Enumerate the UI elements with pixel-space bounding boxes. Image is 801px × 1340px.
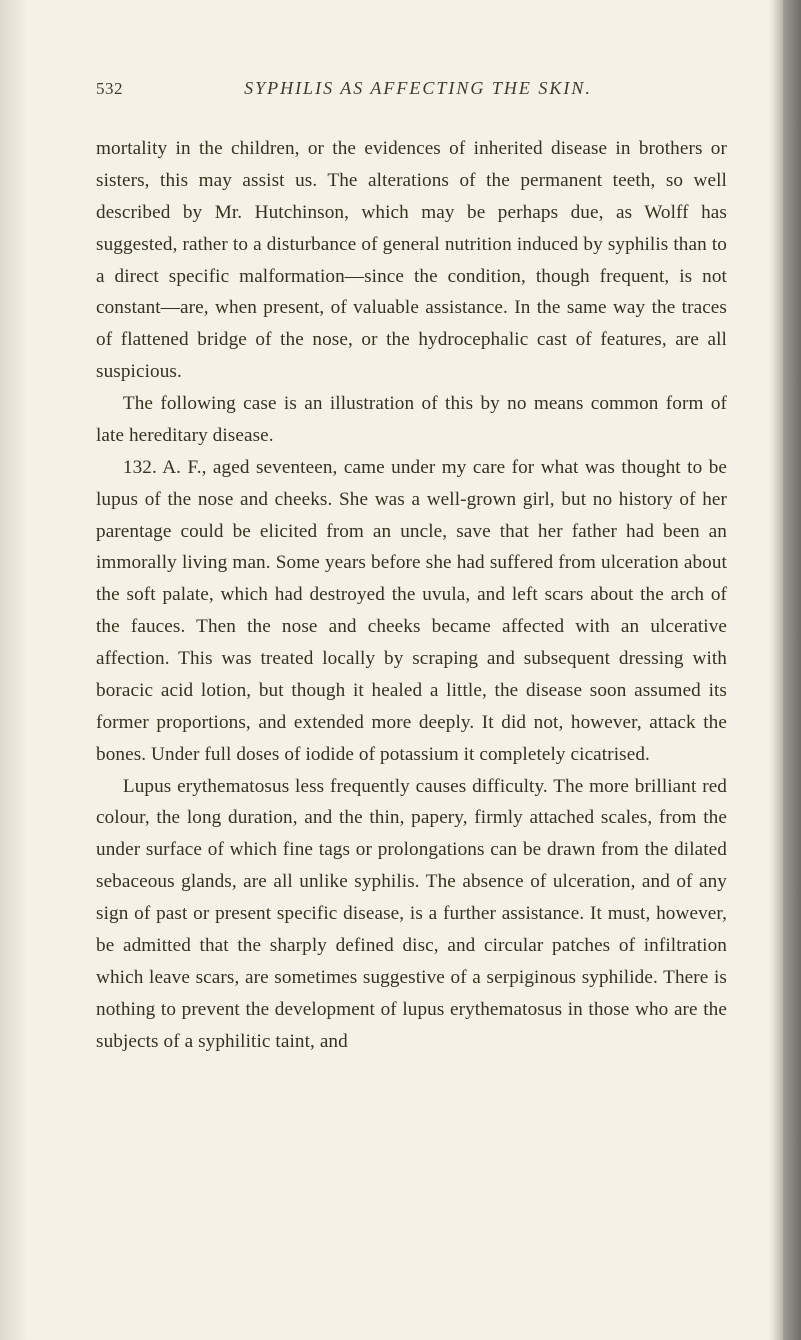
paragraph-3: 132. A. F., aged seventeen, came under m… [96, 452, 727, 771]
page-left-shadow [0, 0, 28, 1340]
body-text: mortality in the children, or the eviden… [96, 133, 727, 1057]
paragraph-4: Lupus erythematosus less frequently caus… [96, 771, 727, 1058]
paragraph-1: mortality in the children, or the eviden… [96, 133, 727, 388]
running-title: SYPHILIS AS AFFECTING THE SKIN. [147, 78, 727, 99]
paragraph-2: The following case is an illustration of… [96, 388, 727, 452]
scanned-book-page: 532 SYPHILIS AS AFFECTING THE SKIN. mort… [0, 0, 801, 1340]
page-header: 532 SYPHILIS AS AFFECTING THE SKIN. [96, 78, 727, 99]
page-number: 532 [96, 79, 123, 99]
